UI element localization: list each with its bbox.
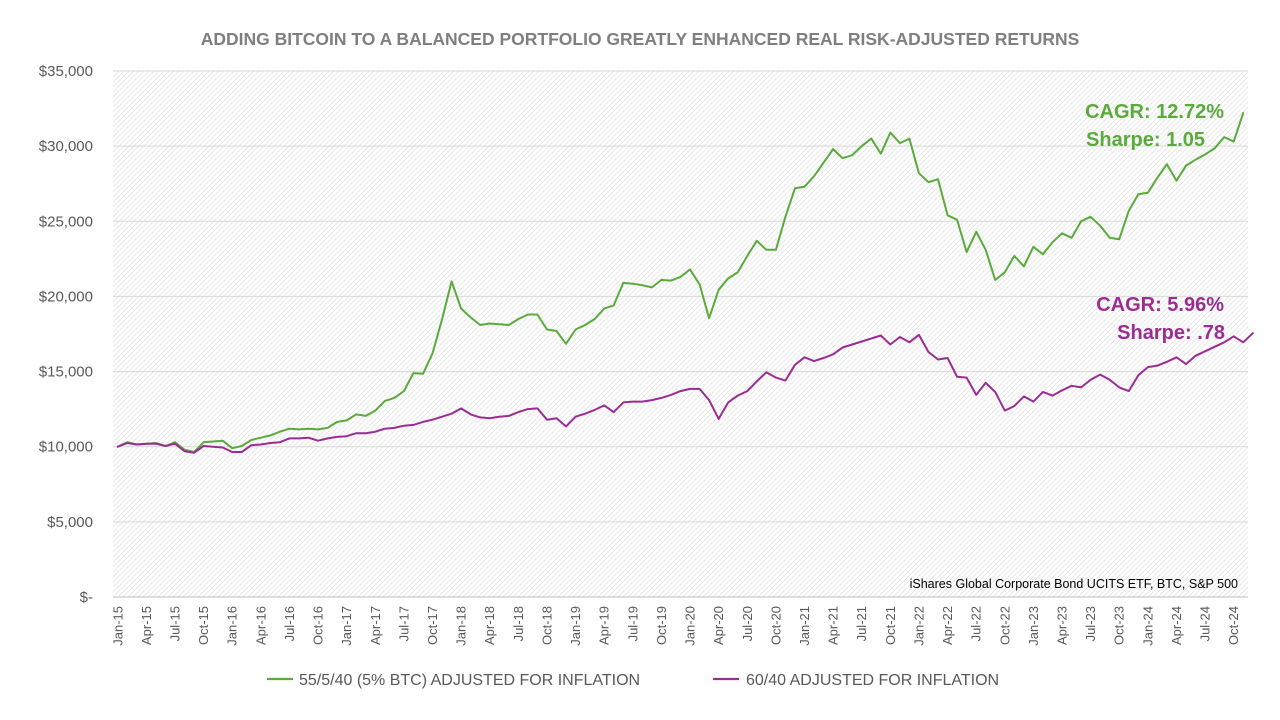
x-tick-label: Oct-24 [1226,606,1241,645]
x-tick-label: Apr-15 [139,606,154,645]
x-tick-label: Apr-18 [482,606,497,645]
x-tick-label: Oct-18 [540,606,555,645]
x-tick-label: Jan-15 [110,606,125,646]
x-tick-label: Jan-23 [1026,606,1041,646]
x-tick-label: Apr-23 [1055,606,1070,645]
series-lines [116,112,1254,454]
y-axis-ticks: $- $5,000 $10,000 $15,000 $20,000 $25,000 $30,… [39,63,93,606]
y-tick-label: $15,000 [39,364,93,381]
plot-area [113,71,1248,597]
y-tick-label: $30,000 [39,138,93,155]
x-tick-label: Jul-15 [168,606,183,641]
x-tick-label: Jul-18 [511,606,526,641]
x-tick-label: Jul-22 [969,606,984,641]
x-tick-label: Oct-16 [311,606,326,645]
x-tick-label: Oct-19 [654,606,669,645]
x-tick-label: Jan-19 [568,606,583,646]
y-tick-label: $25,000 [39,213,93,230]
legend: 55/5/40 (5% BTC) ADJUSTED FOR INFLATION … [267,672,999,689]
annotation-6040-sharpe: Sharpe: .78 [1117,322,1225,344]
y-tick-label: $35,000 [39,63,93,80]
annotation-6040-cagr: CAGR: 5.96% [1096,294,1224,316]
x-tick-label: Jan-16 [225,606,240,646]
x-tick-label: Jan-21 [797,606,812,646]
x-tick-label: Jan-20 [683,606,698,646]
legend-label-6040: 60/40 ADJUSTED FOR INFLATION [746,672,999,689]
x-tick-label: Oct-22 [997,606,1012,645]
x-tick-label: Jul-16 [282,606,297,641]
x-tick-label: Jan-24 [1140,606,1155,646]
annotation-btc-cagr: CAGR: 12.72% [1085,101,1224,123]
y-tick-label: $20,000 [39,288,93,305]
x-tick-label: Apr-20 [711,606,726,645]
x-tick-label: Apr-21 [826,606,841,645]
x-tick-label: Apr-17 [368,606,383,645]
x-tick-label: Oct-17 [425,606,440,645]
source-note: iShares Global Corporate Bond UCITS ETF,… [910,577,1238,591]
chart-title: ADDING BITCOIN TO A BALANCED PORTFOLIO G… [201,29,1080,49]
x-tick-label: Jul-19 [625,606,640,641]
x-tick-label: Jan-18 [454,606,469,646]
x-tick-label: Apr-24 [1169,606,1184,645]
x-axis-ticks: Jan-15 Apr-15 Jul-15 Oct-15 Jan-16 Apr-16 Jul-… [110,606,1241,646]
y-tick-label: $5,000 [47,514,93,531]
x-tick-label: Apr-22 [940,606,955,645]
x-tick-label: Jul-23 [1083,606,1098,641]
x-tick-label: Oct-23 [1112,606,1127,645]
legend-label-btc: 55/5/40 (5% BTC) ADJUSTED FOR INFLATION [299,672,640,689]
x-tick-label: Oct-21 [883,606,898,645]
x-tick-label: Jul-17 [396,606,411,641]
x-tick-label: Apr-19 [597,606,612,645]
x-tick-label: Jul-21 [854,606,869,641]
gridlines [113,70,1248,598]
x-tick-label: Jan-17 [339,606,354,646]
x-tick-label: Oct-15 [196,606,211,645]
series-line-6040 [116,332,1254,454]
x-tick-label: Apr-16 [253,606,268,645]
y-tick-label: $10,000 [39,439,93,456]
y-tick-label: $- [80,589,93,606]
x-tick-label: Jul-24 [1198,606,1213,641]
series-line-btc [116,112,1245,453]
x-tick-label: Jul-20 [740,606,755,641]
annotation-btc-sharpe: Sharpe: 1.05 [1086,129,1205,151]
x-tick-label: Oct-20 [768,606,783,645]
x-tick-label: Jan-22 [911,606,926,646]
